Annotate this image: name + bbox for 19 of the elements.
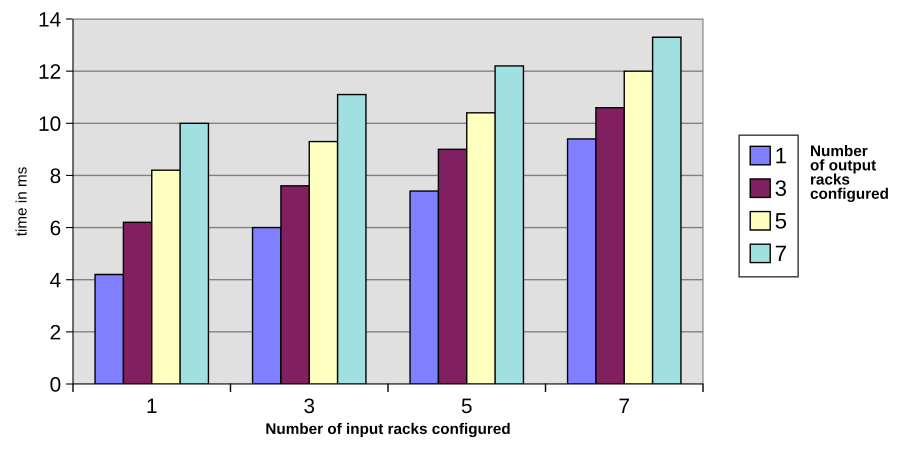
y-tick-label: 10 — [40, 116, 60, 132]
y-tick-label: 6 — [50, 220, 60, 236]
y-axis-title: time in ms — [15, 167, 27, 236]
y-tick-label: 14 — [40, 12, 61, 27]
y-tick-label: 2 — [50, 324, 60, 340]
legend-label: 7 — [776, 246, 786, 262]
x-tick-label: 3 — [304, 398, 314, 414]
y-tick-label: 4 — [50, 272, 61, 288]
x-tick-label: 1 — [148, 398, 157, 413]
legend-label: 3 — [776, 180, 786, 196]
legend-label: 5 — [776, 213, 786, 229]
y-tick-label: 12 — [40, 64, 60, 79]
y-tick-label: 0 — [50, 377, 60, 392]
x-tick-label: 7 — [620, 398, 629, 413]
x-axis-title: Number of input racks configured — [266, 422, 510, 438]
x-tick-label: 5 — [462, 398, 472, 414]
legend-title: Number of output racks configured — [810, 145, 888, 202]
y-tick-label: 8 — [50, 168, 60, 184]
legend-label: 1 — [776, 148, 786, 164]
